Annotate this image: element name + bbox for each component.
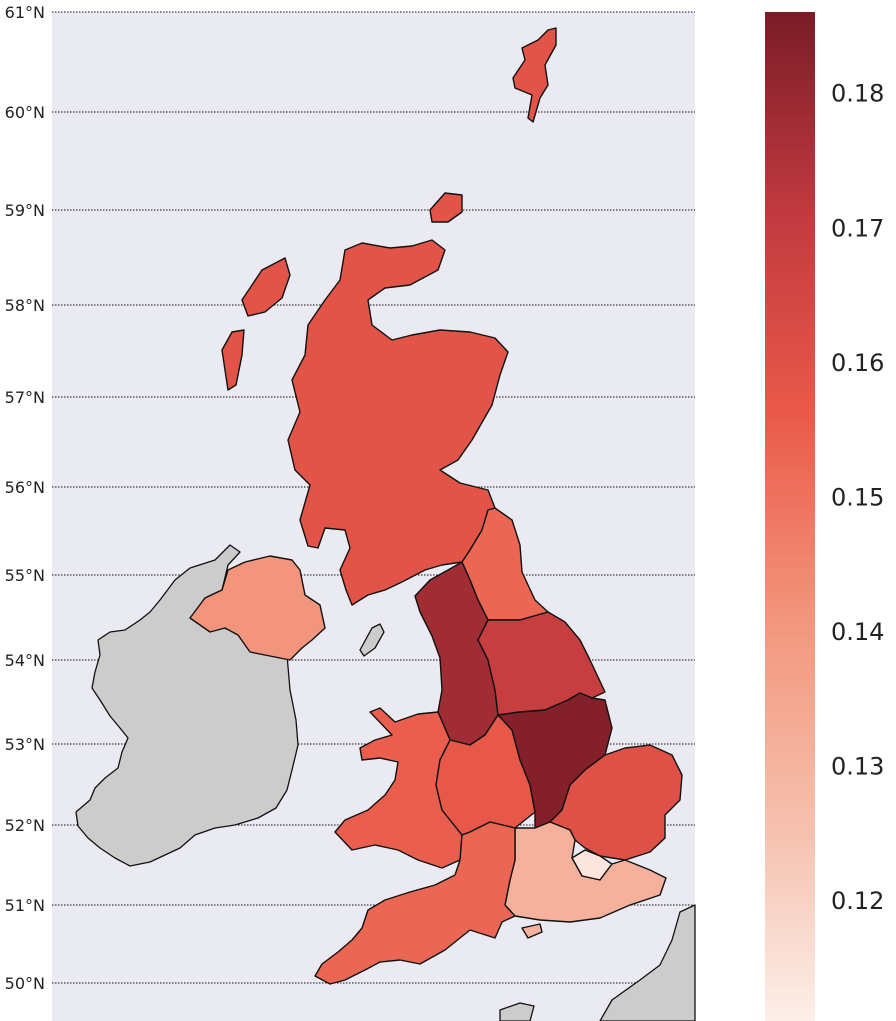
data-regions xyxy=(189,27,683,985)
colorbar-tick-label: 0.14 xyxy=(831,618,884,646)
region-scotland-hebrides[interactable] xyxy=(241,257,291,317)
latitude-label-61: 61°N xyxy=(5,3,45,22)
region-scotland-shetland[interactable] xyxy=(512,27,557,123)
colorbar-tick-label: 0.12 xyxy=(831,887,884,915)
colorbar-ticks: 0.12 0.13 0.14 0.15 0.16 0.17 0.18 xyxy=(831,80,884,915)
colorbar-gradient xyxy=(765,12,815,1021)
latitude-label-59: 59°N xyxy=(5,201,45,220)
region-scotland-uist[interactable] xyxy=(221,329,245,391)
latitude-labels: 61°N 60°N 59°N 58°N 57°N 56°N 55°N 54°N 53°N 52°N… xyxy=(5,3,45,993)
latitude-label-51: 51°N xyxy=(5,896,45,915)
colorbar-tick-label: 0.18 xyxy=(831,80,884,108)
colorbar: 0.12 0.13 0.14 0.15 0.16 0.17 0.18 xyxy=(765,12,884,1021)
latitude-label-60: 60°N xyxy=(5,103,45,122)
region-scotland-orkney[interactable] xyxy=(429,192,463,223)
france-coast-west xyxy=(499,1002,535,1021)
region-west-midlands[interactable] xyxy=(435,714,536,836)
colorbar-tick-label: 0.17 xyxy=(831,214,884,242)
france-coast-east xyxy=(599,904,696,1021)
region-south-east-isle-of-wight[interactable] xyxy=(521,923,543,939)
region-northern-ireland[interactable] xyxy=(189,555,326,661)
region-scotland[interactable] xyxy=(287,239,509,606)
latitude-label-56: 56°N xyxy=(5,478,45,497)
latitude-label-53: 53°N xyxy=(5,735,45,754)
latitude-label-50: 50°N xyxy=(5,974,45,993)
latitude-label-54: 54°N xyxy=(5,651,45,670)
colorbar-tick-label: 0.16 xyxy=(831,349,884,377)
colorbar-tick-label: 0.13 xyxy=(831,752,884,780)
isle-of-man xyxy=(359,623,385,657)
colorbar-tick-label: 0.15 xyxy=(831,483,884,511)
latitude-label-52: 52°N xyxy=(5,816,45,835)
region-south-west[interactable] xyxy=(314,821,516,985)
latitude-label-57: 57°N xyxy=(5,388,45,407)
region-wales[interactable] xyxy=(334,707,463,869)
latitude-label-55: 55°N xyxy=(5,566,45,585)
latitude-label-58: 58°N xyxy=(5,296,45,315)
